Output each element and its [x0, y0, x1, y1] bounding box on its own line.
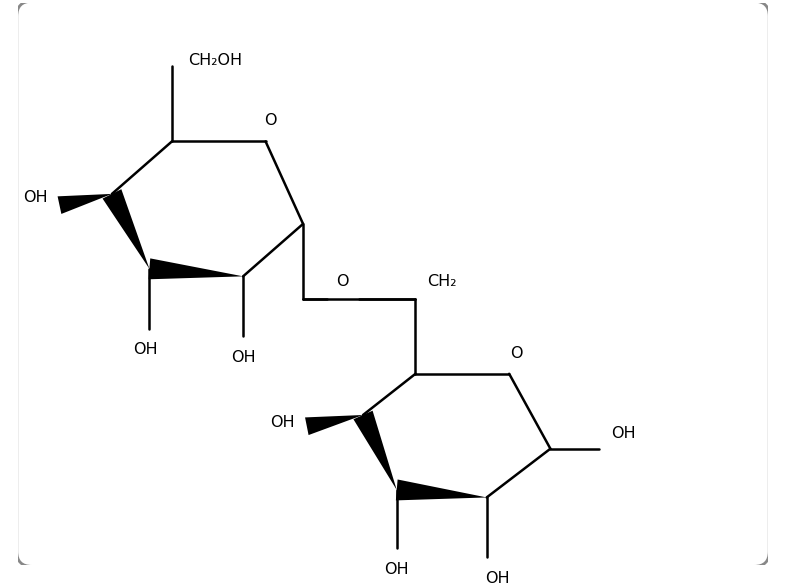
Text: O: O [336, 274, 348, 289]
Text: OH: OH [23, 190, 48, 205]
Polygon shape [57, 194, 112, 214]
Text: O: O [510, 346, 523, 361]
Polygon shape [354, 411, 397, 490]
Polygon shape [396, 479, 487, 500]
Text: OH: OH [384, 562, 409, 577]
Text: OH: OH [612, 426, 636, 441]
Text: CH₂: CH₂ [427, 274, 457, 289]
Text: CH₂OH: CH₂OH [189, 53, 242, 68]
FancyBboxPatch shape [17, 1, 769, 567]
Text: OH: OH [134, 342, 158, 357]
Text: OH: OH [486, 571, 510, 586]
Text: OH: OH [231, 350, 255, 365]
Text: O: O [264, 113, 277, 128]
Text: OH: OH [270, 415, 295, 430]
Polygon shape [305, 415, 363, 435]
Polygon shape [149, 258, 243, 280]
Polygon shape [102, 189, 149, 269]
